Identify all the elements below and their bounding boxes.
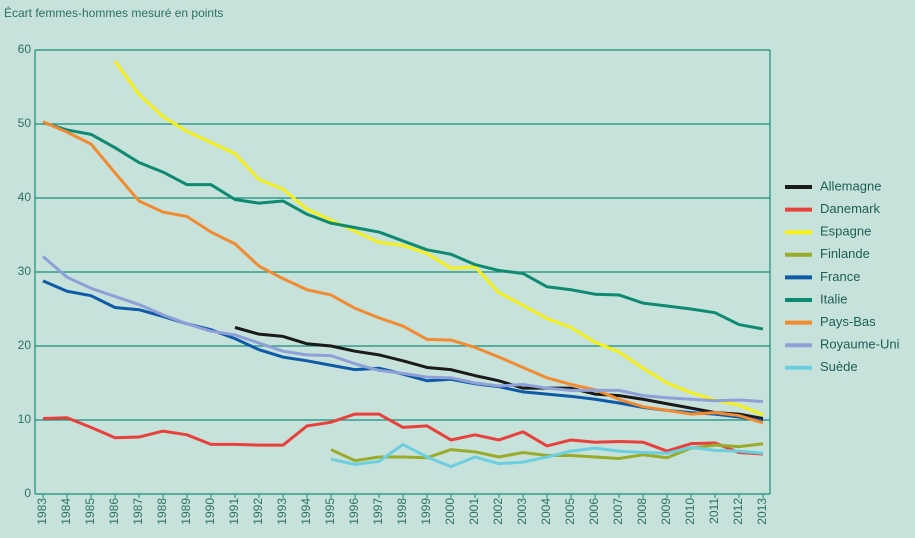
series-line <box>42 120 764 425</box>
x-tick-label: 1992 <box>251 498 265 525</box>
x-tick-label: 2008 <box>635 498 649 525</box>
legend-label: Allemagne <box>820 178 881 193</box>
x-tick-label: 2011 <box>707 498 721 524</box>
x-tick-label: 2004 <box>539 498 553 525</box>
x-tick-label: 2009 <box>659 498 673 525</box>
y-tick-label: 50 <box>18 116 32 130</box>
x-tick-label: 1985 <box>83 498 97 525</box>
series-line <box>42 255 764 403</box>
x-tick-label: 1997 <box>371 498 385 525</box>
x-tick-label: 2007 <box>611 498 625 525</box>
x-tick-label: 2010 <box>683 498 697 525</box>
series-line <box>234 326 764 420</box>
y-tick-label: 0 <box>24 486 31 500</box>
y-tick-label: 40 <box>18 190 32 204</box>
x-tick-label: 2002 <box>491 498 505 525</box>
series-line <box>42 279 764 423</box>
x-tick-label: 2012 <box>731 498 745 525</box>
x-tick-label: 1990 <box>203 498 217 525</box>
x-tick-label: 2005 <box>563 498 577 525</box>
x-tick-label: 1995 <box>323 498 337 525</box>
x-tick-label: 1994 <box>299 498 313 525</box>
x-tick-label: 1988 <box>155 498 169 525</box>
legend-label: Finlande <box>820 246 870 261</box>
y-tick-label: 30 <box>18 264 32 278</box>
x-tick-label: 1983 <box>35 498 49 525</box>
legend-label: Italie <box>820 291 847 306</box>
legend-label: Suède <box>820 359 858 374</box>
y-tick-label: 20 <box>18 338 32 352</box>
legend-label: Royaume-Uni <box>820 337 900 352</box>
legend-label: Espagne <box>820 224 871 239</box>
x-tick-label: 2006 <box>587 498 601 525</box>
series-line <box>42 121 764 331</box>
x-tick-label: 1996 <box>347 498 361 525</box>
x-tick-label: 1993 <box>275 498 289 525</box>
x-tick-label: 1984 <box>59 498 73 525</box>
legend-label: Pays-Bas <box>820 314 876 329</box>
legend: Allemagne Danemark Espagne Finlande France It… <box>785 178 900 374</box>
legend-label: France <box>820 269 860 284</box>
series-line <box>113 60 764 417</box>
x-tick-label: 2000 <box>443 498 457 525</box>
y-tick-label: 10 <box>18 412 32 426</box>
series-line <box>42 412 764 456</box>
x-tick-label: 1987 <box>131 498 145 525</box>
x-tick-label: 2003 <box>515 498 529 525</box>
series-line <box>330 442 764 469</box>
legend-label: Danemark <box>820 201 880 216</box>
x-tick-label: 1986 <box>107 498 121 525</box>
x-tick-label: 1989 <box>179 498 193 525</box>
y-axis-title: Écart femmes-hommes mesuré en points <box>4 5 223 20</box>
x-tick-label: 1998 <box>395 498 409 525</box>
x-tick-label: 2001 <box>467 498 481 525</box>
x-tick-label: 1999 <box>419 498 433 525</box>
x-tick-label: 1991 <box>227 498 241 525</box>
x-tick-label: 2013 <box>755 498 769 525</box>
y-tick-label: 60 <box>18 42 32 56</box>
